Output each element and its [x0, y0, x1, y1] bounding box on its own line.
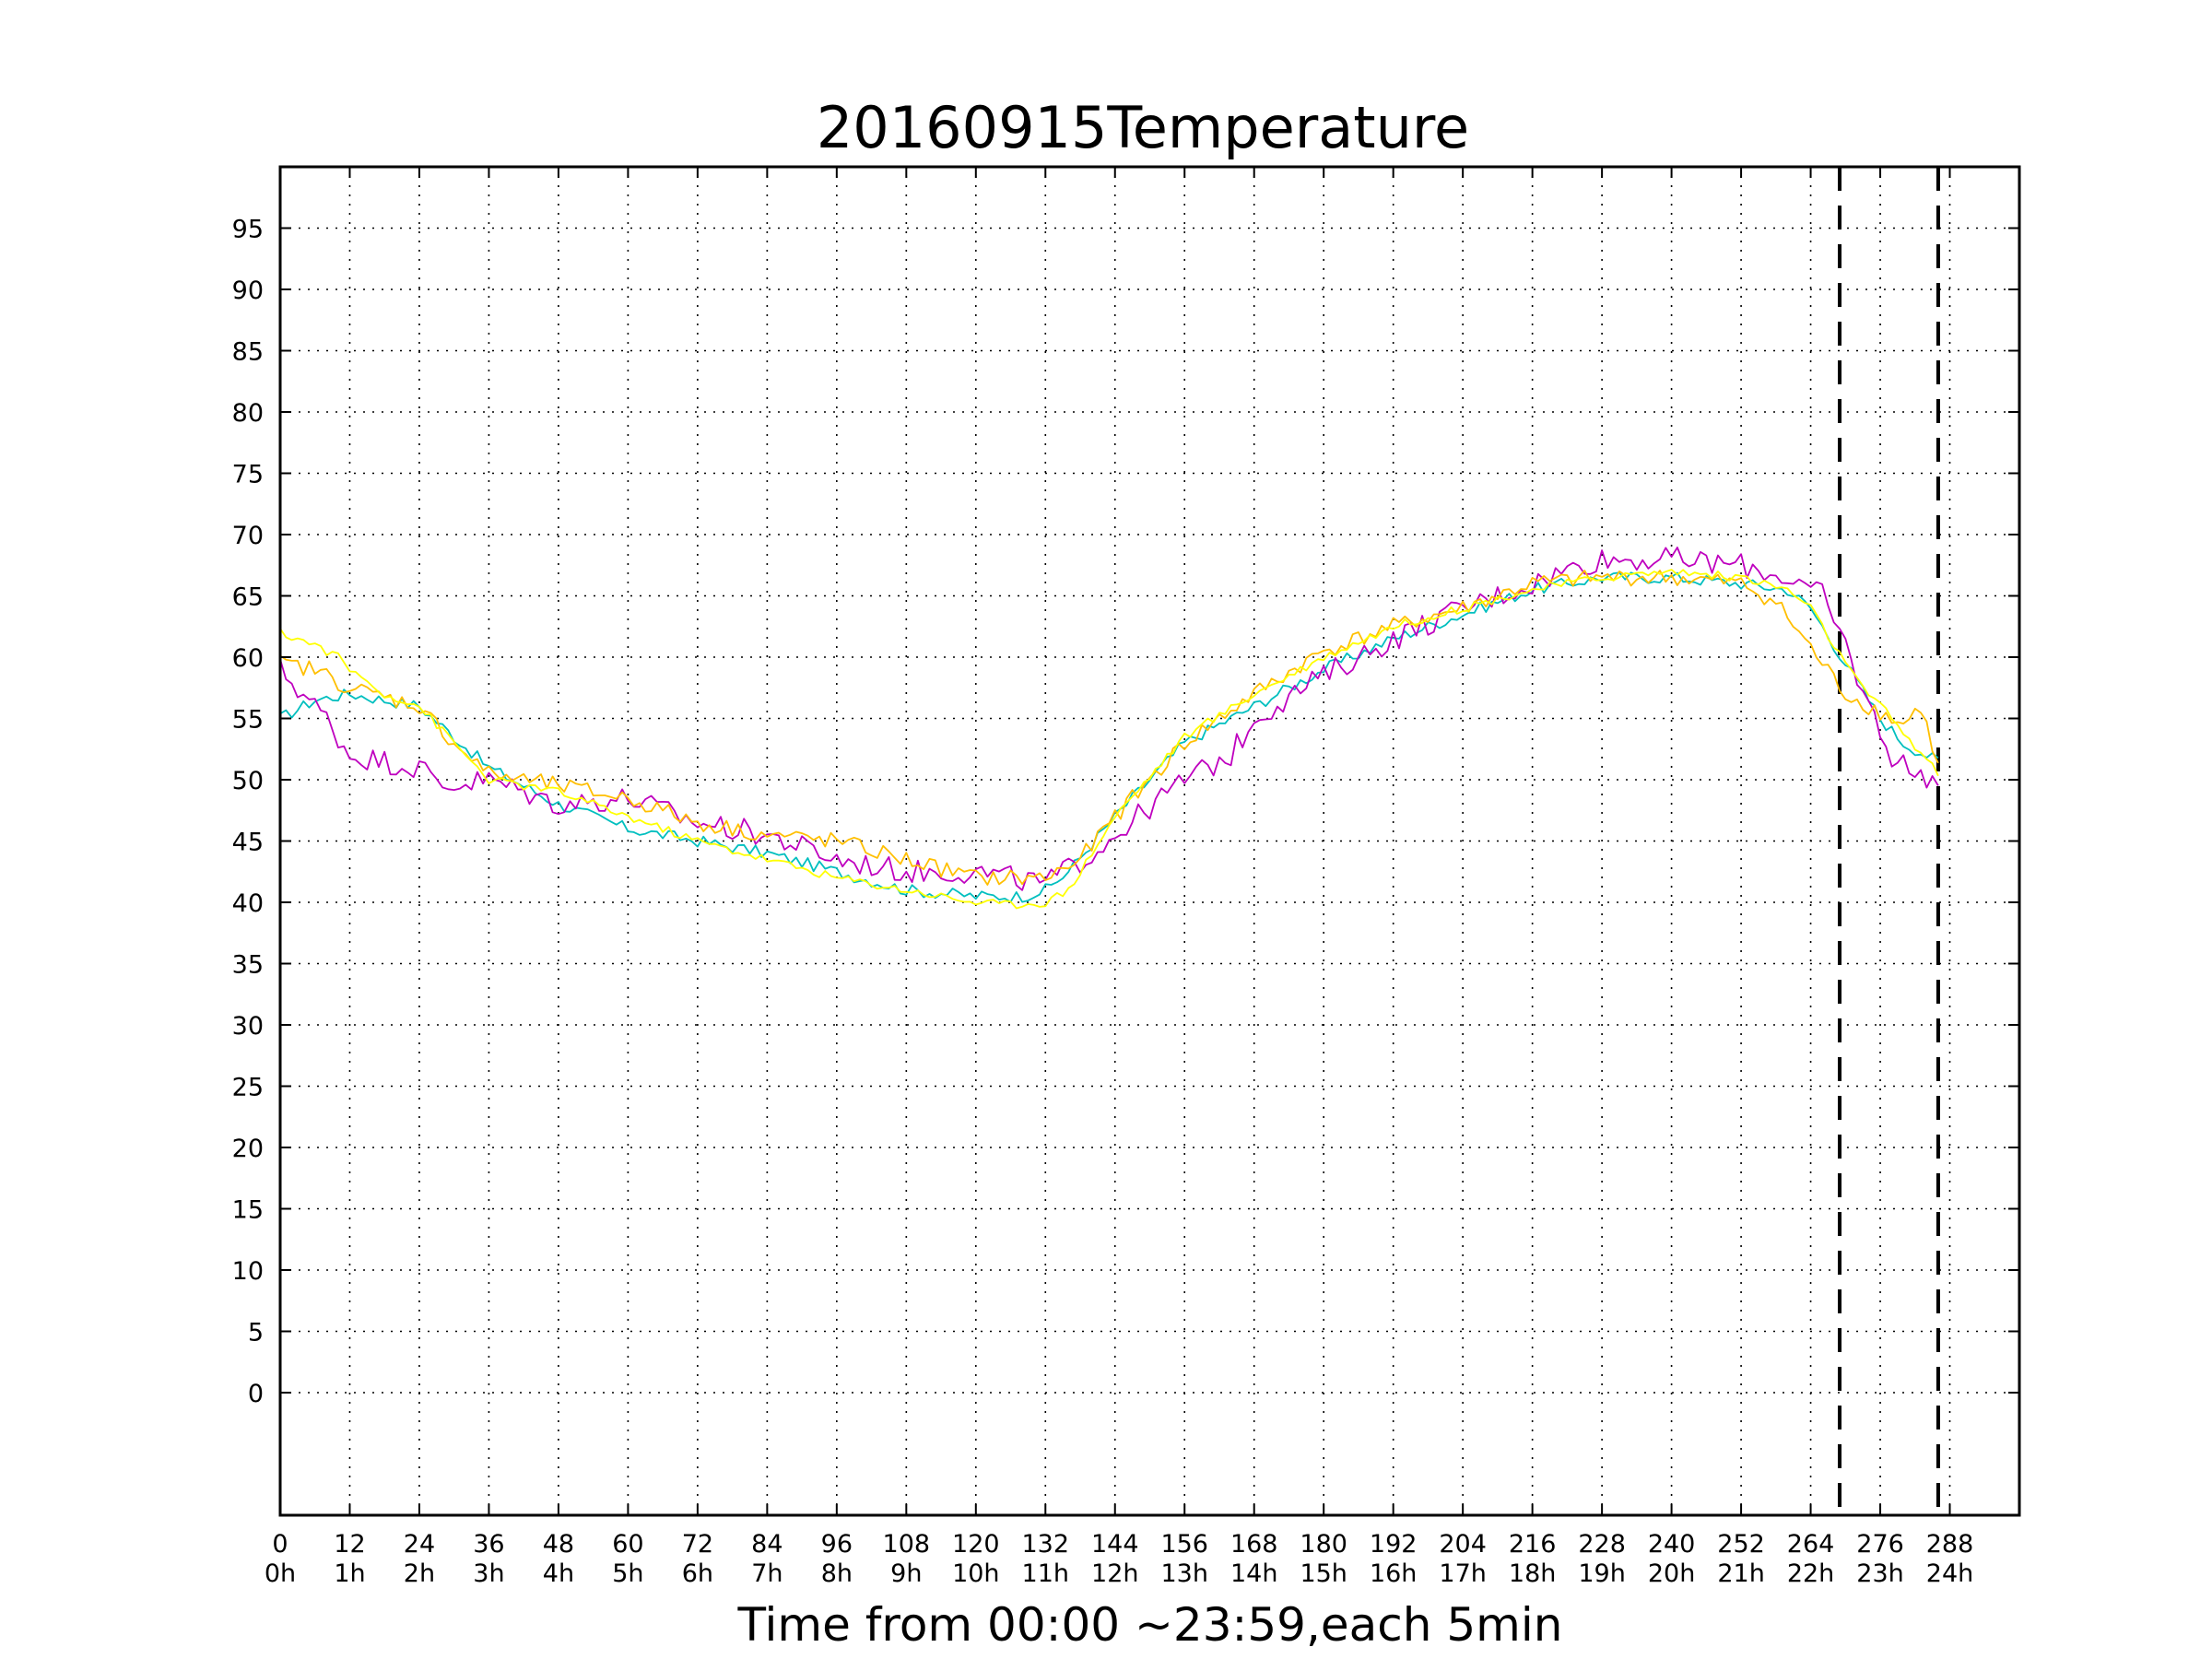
x-tick-hour-label: 6h: [682, 1559, 713, 1588]
x-tick-hour-label: 12h: [1091, 1559, 1138, 1588]
x-tick-label: 36: [473, 1530, 504, 1559]
series-line: [279, 571, 1939, 903]
x-tick-label: 192: [1370, 1530, 1418, 1559]
y-tick-label: 60: [232, 644, 264, 673]
x-tick-label: 276: [1856, 1530, 1904, 1559]
y-tick-label: 80: [232, 399, 264, 428]
y-tick-label: 10: [232, 1257, 264, 1286]
y-tick-label: 0: [248, 1380, 264, 1408]
chart-title: 20160915Temperature: [817, 94, 1469, 161]
x-tick-hour-label: 3h: [473, 1559, 504, 1588]
x-tick-hour-label: 9h: [890, 1559, 922, 1588]
x-tick-hour-label: 18h: [1509, 1559, 1556, 1588]
x-tick-hour-label: 17h: [1439, 1559, 1486, 1588]
x-tick-label: 12: [334, 1530, 365, 1559]
x-tick-hour-label: 21h: [1717, 1559, 1764, 1588]
vertical-markers: [1838, 167, 1940, 1515]
x-tick-hour-label: 4h: [543, 1559, 574, 1588]
series-line: [279, 547, 1939, 891]
series-line: [279, 570, 1939, 886]
x-tick-hour-label: 5h: [612, 1559, 643, 1588]
x-axis-label: Time from 00:00 ~23:59,each 5min: [737, 1598, 1563, 1652]
x-tick-hour-label: 24h: [1926, 1559, 1973, 1588]
y-tick-label: 35: [232, 951, 264, 980]
x-tick-label: 0: [272, 1530, 288, 1559]
x-tick-label: 168: [1230, 1530, 1278, 1559]
x-tick-hour-label: 19h: [1578, 1559, 1625, 1588]
x-tick-label: 60: [612, 1530, 643, 1559]
y-tick-label: 50: [232, 767, 264, 795]
y-tick-label: 90: [232, 276, 264, 305]
x-tick-label: 96: [821, 1530, 853, 1559]
x-tick-label: 288: [1926, 1530, 1974, 1559]
y-tick-label: 75: [232, 461, 264, 489]
series-line: [279, 569, 1939, 910]
x-tick-hour-label: 2h: [404, 1559, 435, 1588]
x-tick-label: 228: [1578, 1530, 1626, 1559]
y-tick-label: 20: [232, 1135, 264, 1163]
y-tick-label: 95: [232, 216, 264, 244]
axis-ticks: 00h121h242h363h484h605h726h847h968h1089h…: [232, 167, 2019, 1588]
y-tick-label: 25: [232, 1074, 264, 1102]
plot-frame: [278, 165, 2021, 1517]
y-tick-label: 5: [248, 1319, 264, 1347]
x-tick-hour-label: 20h: [1648, 1559, 1695, 1588]
y-tick-label: 85: [232, 338, 264, 367]
x-tick-hour-label: 0h: [265, 1559, 296, 1588]
x-tick-label: 252: [1717, 1530, 1765, 1559]
x-tick-hour-label: 16h: [1370, 1559, 1417, 1588]
x-tick-label: 84: [751, 1530, 782, 1559]
x-tick-label: 24: [404, 1530, 435, 1559]
y-tick-label: 40: [232, 889, 264, 918]
y-tick-label: 70: [232, 522, 264, 550]
x-tick-label: 216: [1509, 1530, 1557, 1559]
x-tick-hour-label: 11h: [1022, 1559, 1069, 1588]
x-tick-hour-label: 15h: [1300, 1559, 1347, 1588]
y-tick-label: 30: [232, 1012, 264, 1041]
x-tick-label: 144: [1091, 1530, 1139, 1559]
x-tick-label: 264: [1787, 1530, 1835, 1559]
x-tick-hour-label: 22h: [1787, 1559, 1834, 1588]
x-tick-hour-label: 13h: [1161, 1559, 1208, 1588]
x-tick-hour-label: 7h: [751, 1559, 782, 1588]
x-tick-label: 132: [1022, 1530, 1070, 1559]
y-tick-label: 45: [232, 829, 264, 857]
series-group: [279, 547, 1939, 910]
x-tick-hour-label: 23h: [1856, 1559, 1903, 1588]
x-tick-label: 72: [682, 1530, 713, 1559]
x-tick-label: 240: [1648, 1530, 1696, 1559]
x-tick-hour-label: 10h: [952, 1559, 999, 1588]
grid: [279, 167, 2019, 1515]
y-tick-label: 55: [232, 706, 264, 735]
x-tick-label: 120: [952, 1530, 1000, 1559]
x-tick-label: 108: [883, 1530, 931, 1559]
x-tick-label: 48: [543, 1530, 574, 1559]
x-tick-label: 180: [1300, 1530, 1347, 1559]
x-tick-hour-label: 14h: [1230, 1559, 1277, 1588]
y-tick-label: 15: [232, 1196, 264, 1225]
x-tick-label: 156: [1160, 1530, 1208, 1559]
x-tick-hour-label: 8h: [821, 1559, 853, 1588]
x-tick-hour-label: 1h: [334, 1559, 365, 1588]
y-tick-label: 65: [232, 583, 264, 612]
x-tick-label: 204: [1439, 1530, 1487, 1559]
